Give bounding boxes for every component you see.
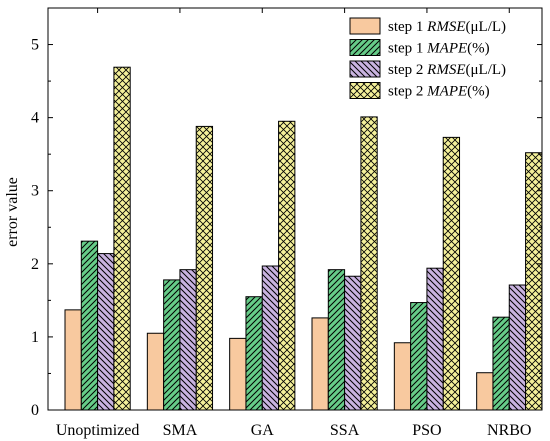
legend-swatch-series-4 bbox=[349, 82, 381, 99]
bar-pso-series-1 bbox=[393, 342, 412, 411]
bar-sma-series-3 bbox=[179, 269, 197, 411]
bars-layer bbox=[64, 66, 543, 411]
x-tick-label-unoptimized: Unoptimized bbox=[56, 422, 140, 439]
bar-ssa-series-1 bbox=[311, 317, 329, 411]
legend-label-series-3: step 2 RMSE(μL/L) bbox=[388, 62, 506, 78]
bar-nrbo-series-2 bbox=[492, 316, 510, 411]
bar-nrbo-series-3 bbox=[508, 284, 527, 411]
bar-unoptimized-series-3 bbox=[97, 253, 115, 411]
plot-frame bbox=[47, 7, 543, 411]
legend-label-series-1: step 1 RMSE(μL/L) bbox=[388, 19, 506, 35]
y-tick-label: 1 bbox=[31, 329, 39, 346]
x-tick-label-sma: SMA bbox=[163, 422, 198, 439]
x-tick-label-pso: PSO bbox=[412, 422, 441, 439]
y-tick-label: 4 bbox=[31, 110, 39, 127]
legend-label-series-4: step 2 MAPE(%) bbox=[388, 84, 490, 100]
x-tick-label-nrbo: NRBO bbox=[487, 422, 531, 439]
x-tick-label-ssa: SSA bbox=[330, 422, 360, 439]
legend: step 1 RMSE(μL/L) step 1 MAPE(%) step 2 RM… bbox=[349, 17, 506, 100]
bar-pso-series-4 bbox=[442, 136, 461, 411]
bar-unoptimized-series-1 bbox=[64, 309, 82, 411]
y-tick-label: 5 bbox=[31, 37, 39, 54]
y-tick-label: 0 bbox=[31, 402, 39, 419]
bar-ga-series-2 bbox=[245, 296, 263, 411]
legend-label-series-2: step 1 MAPE(%) bbox=[388, 41, 490, 57]
bar-pso-series-2 bbox=[410, 302, 428, 411]
y-axis-label: error value bbox=[4, 177, 21, 247]
bar-ssa-series-4 bbox=[360, 116, 378, 411]
axes-layer: 0 1 2 3 4 5 Unoptimized SMA GA SSA PSO NRBO bbox=[31, 7, 543, 439]
bar-nrbo-series-4 bbox=[525, 152, 543, 411]
bar-nrbo-series-1 bbox=[476, 372, 494, 411]
y-tick-label: 3 bbox=[31, 183, 39, 200]
bar-unoptimized-series-2 bbox=[80, 240, 99, 411]
bar-pso-series-3 bbox=[426, 267, 444, 411]
bar-sma-series-1 bbox=[146, 332, 165, 411]
bar-sma-series-4 bbox=[195, 125, 214, 411]
x-tick-label-ga: GA bbox=[251, 422, 275, 439]
legend-swatch-series-1 bbox=[349, 17, 381, 35]
bar-ssa-series-2 bbox=[327, 269, 346, 411]
bar-ssa-series-3 bbox=[344, 275, 362, 411]
bar-sma-series-2 bbox=[163, 279, 181, 411]
bar-ga-series-1 bbox=[229, 337, 247, 411]
bar-ga-series-4 bbox=[278, 120, 296, 411]
bar-ga-series-3 bbox=[261, 265, 280, 411]
y-tick-label: 2 bbox=[31, 256, 39, 273]
legend-swatch-series-3 bbox=[349, 60, 381, 78]
legend-swatch-series-2 bbox=[349, 39, 381, 56]
bar-unoptimized-series-4 bbox=[113, 66, 131, 411]
